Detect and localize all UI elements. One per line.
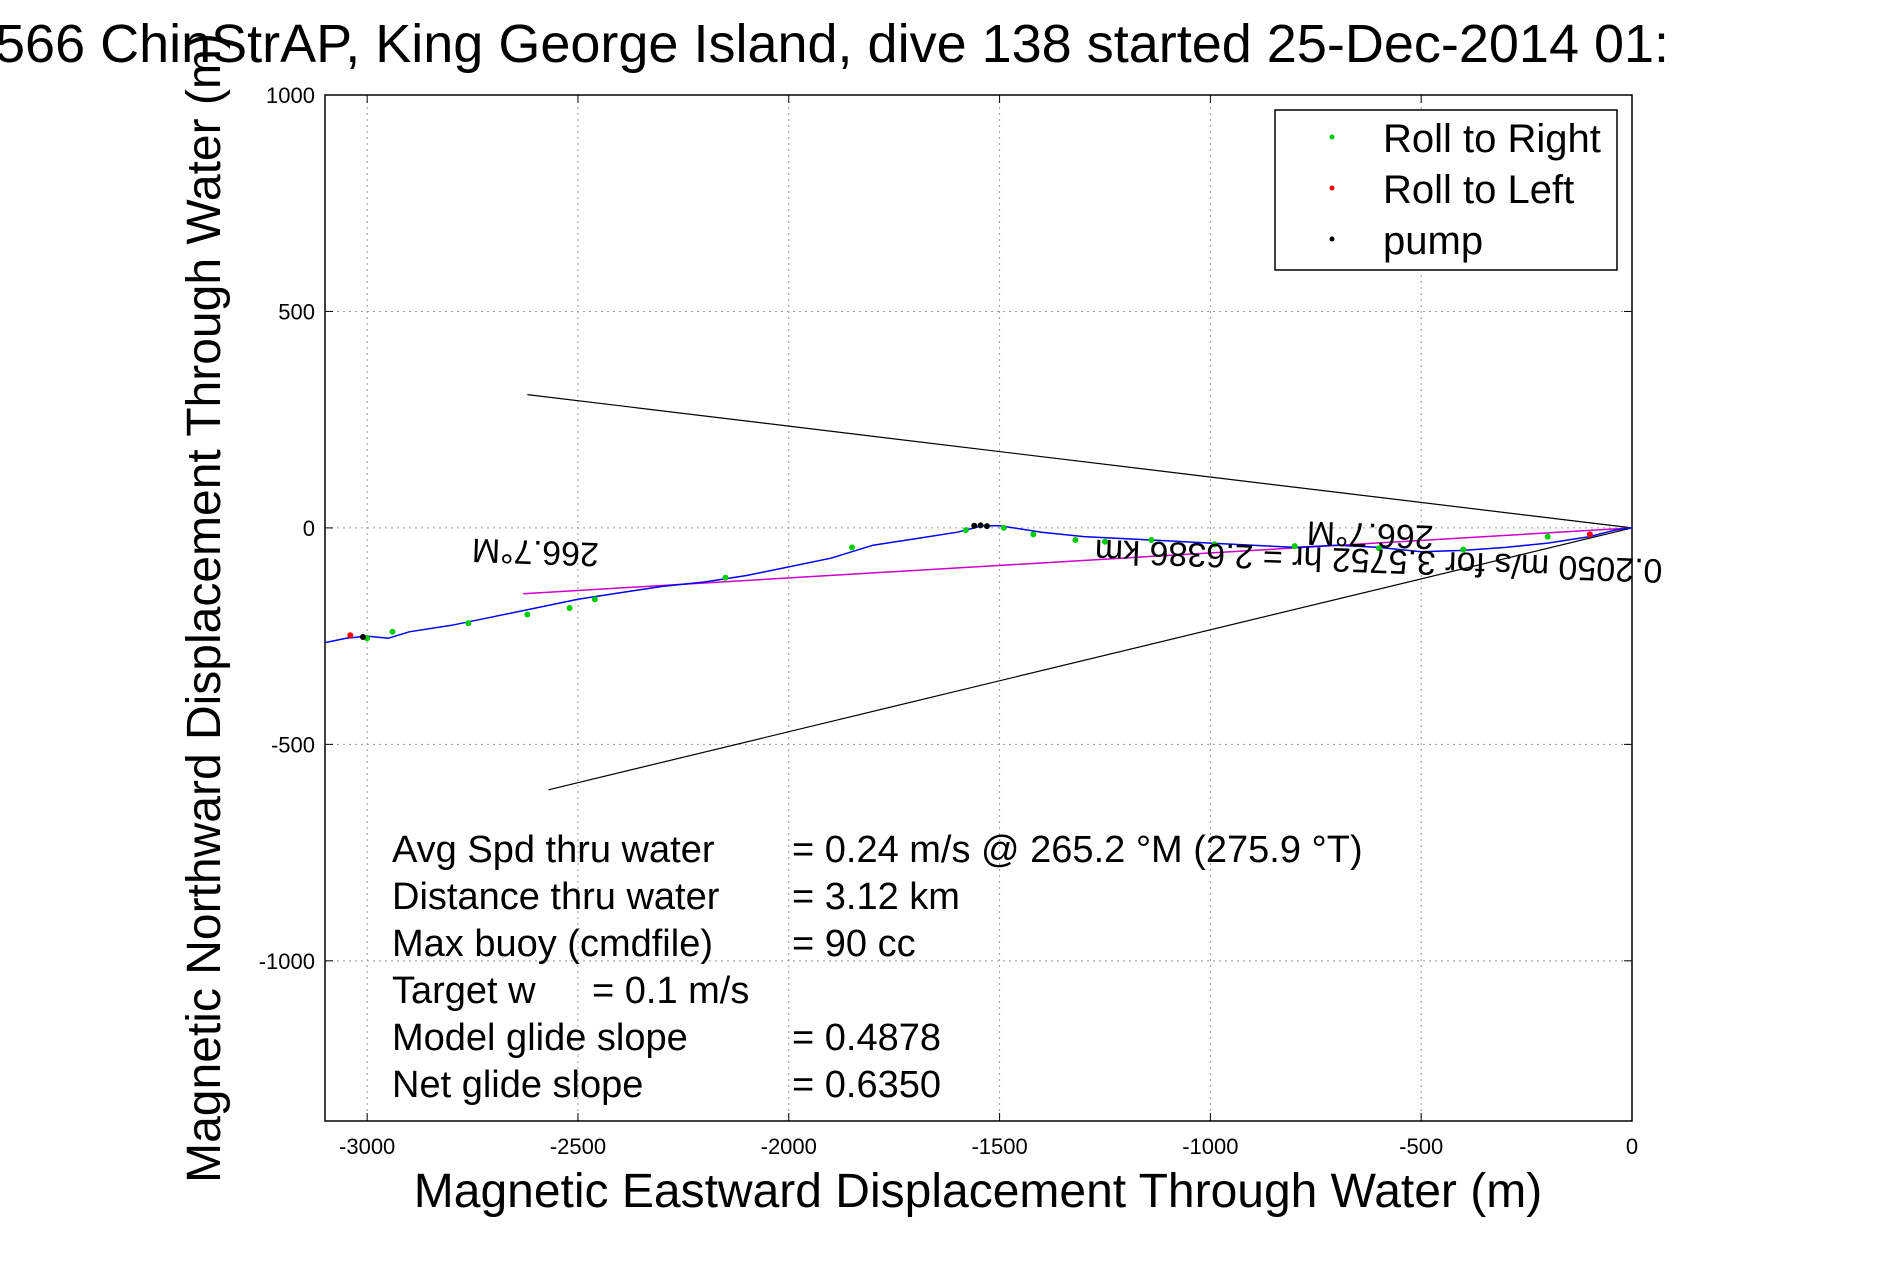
info-value: = 0.1 m/s bbox=[592, 970, 749, 1012]
roll-right-point bbox=[1544, 533, 1551, 540]
y-tick-label: -500 bbox=[271, 732, 315, 757]
x-tick-label: 0 bbox=[1626, 1134, 1638, 1159]
pump-point bbox=[977, 522, 984, 529]
roll-right-point bbox=[591, 596, 598, 603]
info-box: Avg Spd thru water = 0.24 m/s @ 265.2 °M … bbox=[392, 829, 1363, 1106]
info-label: Distance thru water bbox=[392, 876, 720, 918]
info-label: Avg Spd thru water bbox=[392, 829, 715, 871]
legend: Roll to Right Roll to Left pump bbox=[1274, 109, 1618, 271]
info-value: = 0.24 m/s @ 265.2 °M (275.9 °T) bbox=[792, 829, 1363, 871]
legend-marker bbox=[1329, 185, 1335, 191]
roll-right-point bbox=[1000, 524, 1007, 531]
legend-label: Roll to Left bbox=[1383, 168, 1574, 212]
roll-right-point bbox=[1101, 538, 1108, 545]
roll-right-point bbox=[1460, 546, 1467, 553]
legend-label: Roll to Right bbox=[1383, 117, 1601, 161]
info-label: Model glide slope bbox=[392, 1017, 688, 1059]
heading-line bbox=[523, 527, 1633, 595]
roll-right-point bbox=[722, 574, 729, 581]
pump-point bbox=[983, 523, 990, 530]
legend-label: pump bbox=[1383, 219, 1483, 263]
info-label: Net glide slope bbox=[392, 1064, 643, 1106]
roll-right-point bbox=[1376, 545, 1383, 552]
y-tick-label: 0 bbox=[303, 516, 315, 541]
y-tick-label: -1000 bbox=[259, 949, 315, 974]
info-value: = 3.12 km bbox=[792, 876, 960, 918]
roll-right-point bbox=[1072, 537, 1079, 544]
y-tick-label: 500 bbox=[278, 299, 315, 324]
x-axis-title: Magnetic Eastward Displacement Through W… bbox=[414, 1165, 1542, 1218]
roll-right-point bbox=[1211, 541, 1218, 548]
info-value: = 0.4878 bbox=[792, 1017, 941, 1059]
x-tick-label: -2000 bbox=[761, 1134, 817, 1159]
axis-ticks: -3000 -2500 -2000 -1500 -1000 -500 0 1000 500 0 -5… bbox=[259, 83, 1638, 1159]
x-tick-label: -1000 bbox=[1182, 1134, 1238, 1159]
info-label: Target w bbox=[392, 970, 536, 1012]
x-tick-label: -1500 bbox=[971, 1134, 1027, 1159]
roll-left-point bbox=[347, 632, 354, 639]
pump-point bbox=[359, 634, 366, 641]
roll-right-point bbox=[1291, 543, 1298, 550]
roll-right-point bbox=[1030, 531, 1037, 538]
legend-marker bbox=[1329, 134, 1335, 140]
pump-point bbox=[971, 522, 978, 529]
legend-marker bbox=[1329, 236, 1335, 242]
info-value: = 0.6350 bbox=[792, 1064, 941, 1106]
roll-right-point bbox=[465, 620, 472, 627]
roll-right-point bbox=[389, 628, 396, 635]
roll-right-point bbox=[1148, 537, 1155, 544]
roll-right-point bbox=[849, 544, 856, 551]
roll-right-point bbox=[524, 611, 531, 618]
x-tick-label: -3000 bbox=[339, 1134, 395, 1159]
y-axis-title: Magnetic Northward Displacement Through … bbox=[178, 33, 231, 1183]
roll-right-point bbox=[566, 605, 573, 611]
y-tick-label: 1000 bbox=[266, 83, 315, 108]
envelope-line bbox=[527, 394, 1633, 529]
heading-annotation: 266.7°M bbox=[471, 531, 599, 573]
grid bbox=[325, 95, 1632, 1121]
heading-annotation: 266.7°M bbox=[1306, 513, 1434, 555]
info-value: = 90 cc bbox=[792, 923, 916, 965]
roll-left-point bbox=[1586, 531, 1593, 538]
envelope-line bbox=[548, 527, 1633, 791]
info-label: Max buoy (cmdfile) bbox=[392, 923, 713, 965]
chart-title: 566 ChinStrAP, King George Island, dive … bbox=[0, 14, 1669, 74]
series-layer bbox=[324, 394, 1633, 791]
x-tick-label: -2500 bbox=[550, 1134, 606, 1159]
x-tick-label: -500 bbox=[1399, 1134, 1443, 1159]
roll-right-point bbox=[962, 527, 969, 534]
